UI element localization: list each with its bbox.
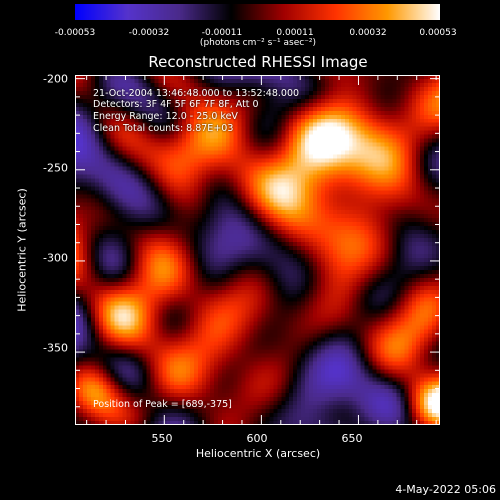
info-energy: Energy Range: 12.0 - 25.0 keV bbox=[93, 111, 238, 122]
colorbar-units: (photons cm⁻² s⁻¹ asec⁻²) bbox=[199, 38, 317, 48]
peak-position-label: Position of Peak = [689,-375] bbox=[93, 399, 232, 410]
colorbar bbox=[75, 4, 440, 20]
tick-marks bbox=[75, 75, 440, 425]
chart-title: Reconstructed RHESSI Image bbox=[148, 53, 368, 71]
colorbar-tick: 0.00053 bbox=[419, 28, 457, 38]
colorbar-tick: 0.00032 bbox=[349, 28, 387, 38]
timestamp: 4-May-2022 05:06 bbox=[395, 483, 496, 496]
x-tick-label: 550 bbox=[151, 432, 173, 445]
plot-axes bbox=[75, 75, 440, 425]
x-axis-label: Heliocentric X (arcsec) bbox=[195, 447, 321, 460]
plot-frame bbox=[75, 75, 440, 425]
colorbar-tick: -0.00011 bbox=[201, 28, 243, 38]
x-tick-label: 650 bbox=[341, 432, 363, 445]
info-detectors: Detectors: 3F 4F 5F 6F 7F 8F, Att 0 bbox=[93, 99, 259, 110]
info-clean: Clean Total counts: 8.87E+03 bbox=[93, 123, 234, 134]
y-tick-label: -250 bbox=[43, 161, 68, 175]
heatmap-image bbox=[75, 75, 440, 425]
y-tick-label: -350 bbox=[43, 341, 68, 355]
colorbar-tick: 0.00011 bbox=[276, 28, 314, 38]
colorbar-tick: -0.00053 bbox=[54, 28, 96, 38]
plot-area bbox=[75, 75, 440, 425]
y-tick-label: -300 bbox=[43, 251, 68, 265]
info-time: 21-Oct-2004 13:46:48.000 to 13:52:48.000 bbox=[93, 88, 300, 99]
y-axis-label: Heliocentric Y (arcsec) bbox=[15, 188, 29, 312]
y-tick-label: -200 bbox=[43, 72, 68, 86]
colorbar-tick: -0.00032 bbox=[128, 28, 170, 38]
x-tick-label: 600 bbox=[246, 432, 268, 445]
